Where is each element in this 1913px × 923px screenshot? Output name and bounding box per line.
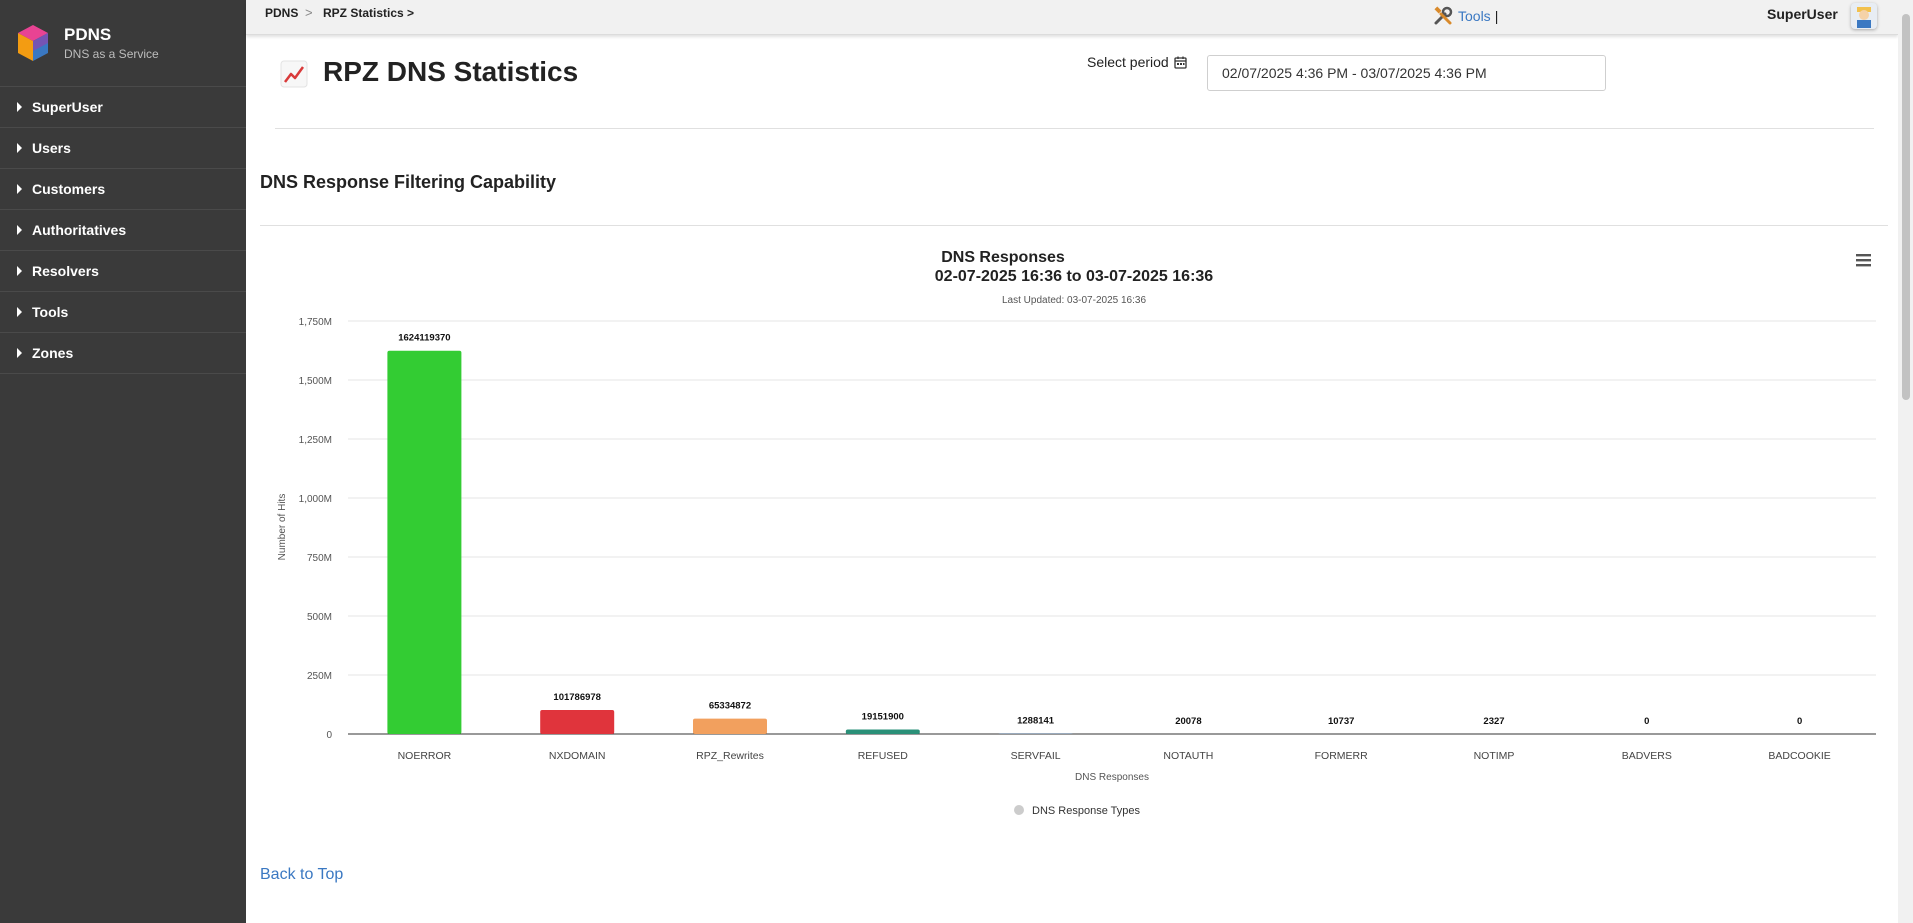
x-tick-label: NOTAUTH — [1163, 750, 1213, 762]
sidebar-item-label: Users — [32, 140, 71, 156]
data-label: 20078 — [1175, 716, 1201, 727]
breadcrumb-current: RPZ Statistics > — [323, 6, 415, 20]
caret-right-icon — [17, 225, 22, 235]
legend-marker — [1014, 805, 1024, 815]
chart-menu-icon[interactable] — [1856, 254, 1871, 267]
y-tick-label: 1,250M — [299, 435, 332, 446]
avatar[interactable] — [1851, 3, 1877, 29]
data-label: 19151900 — [862, 711, 904, 722]
sidebar-item-resolvers[interactable]: Resolvers — [0, 251, 246, 292]
bar-noerror — [387, 350, 462, 734]
page-title: RPZ DNS Statistics — [323, 56, 579, 87]
y-axis-label: Number of Hits — [277, 494, 288, 561]
data-label: 2327 — [1483, 716, 1504, 727]
menu-line — [1856, 264, 1871, 267]
back-to-top-link[interactable]: Back to Top — [260, 866, 344, 883]
tools-label[interactable]: Tools — [1458, 8, 1491, 24]
x-tick-label: NOERROR — [398, 750, 452, 762]
brand-subtitle: DNS as a Service — [64, 47, 159, 61]
y-tick-label: 1,000M — [299, 494, 332, 505]
period-input[interactable] — [1207, 55, 1606, 91]
scrollbar[interactable] — [1898, 0, 1913, 923]
data-label: 101786978 — [553, 692, 601, 703]
period-label: Select period — [1087, 54, 1187, 70]
bar-rpz-rewrites — [693, 718, 767, 734]
x-tick-label: RPZ_Rewrites — [696, 750, 764, 762]
x-tick-label: SERVFAIL — [1011, 750, 1061, 762]
caret-right-icon — [17, 307, 22, 317]
sidebar-item-customers[interactable]: Customers — [0, 169, 246, 210]
sidebar-item-label: Customers — [32, 181, 106, 197]
brand-name: PDNS — [64, 25, 112, 44]
sidebar: PDNS DNS as a Service SuperUser Users Cu… — [0, 0, 246, 923]
x-axis-label: DNS Responses — [1075, 772, 1149, 783]
chart-caption: Last Updated: 03-07-2025 16:36 — [1002, 295, 1146, 306]
y-tick-label: 1,500M — [299, 376, 332, 387]
sidebar-item-superuser[interactable]: SuperUser — [0, 87, 246, 128]
sidebar-item-label: Resolvers — [32, 263, 99, 279]
breadcrumb-separator: > — [305, 5, 313, 20]
x-tick-label: BADCOOKIE — [1768, 750, 1830, 762]
caret-right-icon — [17, 266, 22, 276]
data-label: 0 — [1797, 716, 1802, 727]
data-label: 10737 — [1328, 716, 1354, 727]
x-tick-label: FORMERR — [1315, 750, 1368, 762]
divider — [275, 128, 1874, 129]
data-label: 1288141 — [1017, 716, 1055, 727]
chart-title: DNS Responses — [941, 249, 1065, 266]
pdns-logo-icon — [18, 25, 48, 61]
bar-nxdomain — [540, 709, 615, 734]
sidebar-item-authoritatives[interactable]: Authoritatives — [0, 210, 246, 251]
breadcrumb-root[interactable]: PDNS — [265, 6, 299, 20]
divider — [260, 225, 1888, 226]
menu-line — [1856, 259, 1871, 262]
y-tick-label: 750M — [307, 553, 332, 564]
tools-icon — [1434, 6, 1453, 25]
brand[interactable]: PDNS DNS as a Service — [0, 0, 246, 87]
sidebar-item-tools[interactable]: Tools — [0, 292, 246, 333]
y-tick-label: 0 — [326, 730, 332, 741]
caret-right-icon — [17, 143, 22, 153]
x-tick-label: BADVERS — [1622, 750, 1672, 762]
period-label-text: Select period — [1087, 54, 1169, 70]
y-tick-label: 250M — [307, 671, 332, 682]
line-chart-icon — [280, 60, 308, 88]
calendar-icon — [1174, 56, 1187, 69]
section-title: DNS Response Filtering Capability — [260, 172, 557, 192]
sidebar-item-label: Zones — [32, 345, 74, 361]
username[interactable]: SuperUser — [1767, 6, 1838, 22]
top-bar: PDNS > RPZ Statistics > Tools | SuperUse… — [246, 0, 1898, 35]
user-avatar-icon — [1857, 7, 1871, 28]
menu-line — [1856, 254, 1871, 257]
x-tick-label: NOTIMP — [1474, 750, 1515, 762]
x-tick-label: REFUSED — [858, 750, 909, 762]
sidebar-item-zones[interactable]: Zones — [0, 333, 246, 374]
tools-separator: | — [1494, 8, 1499, 24]
sidebar-item-label: SuperUser — [32, 99, 103, 115]
y-tick-label: 1,750M — [299, 317, 332, 328]
caret-right-icon — [17, 184, 22, 194]
y-tick-label: 500M — [307, 612, 332, 623]
sidebar-item-users[interactable]: Users — [0, 128, 246, 169]
bar-refused — [845, 729, 920, 734]
sidebar-item-label: Authoritatives — [32, 222, 127, 238]
caret-right-icon — [17, 102, 22, 112]
sidebar-item-label: Tools — [32, 304, 69, 320]
caret-right-icon — [17, 348, 22, 358]
dns-responses-chart: DNS Responses 02-07-2025 16:36 to 03-07-2… — [277, 249, 1876, 817]
legend-label[interactable]: DNS Response Types — [1032, 805, 1141, 817]
chart-subtitle: 02-07-2025 16:36 to 03-07-2025 16:36 — [935, 268, 1214, 285]
x-tick-label: NXDOMAIN — [549, 750, 606, 762]
data-label: 0 — [1644, 716, 1649, 727]
scrollbar-thumb[interactable] — [1902, 14, 1910, 400]
data-label: 65334872 — [709, 701, 751, 712]
tools-link[interactable]: Tools | — [1432, 5, 1498, 27]
data-label: 1624119370 — [398, 333, 450, 344]
